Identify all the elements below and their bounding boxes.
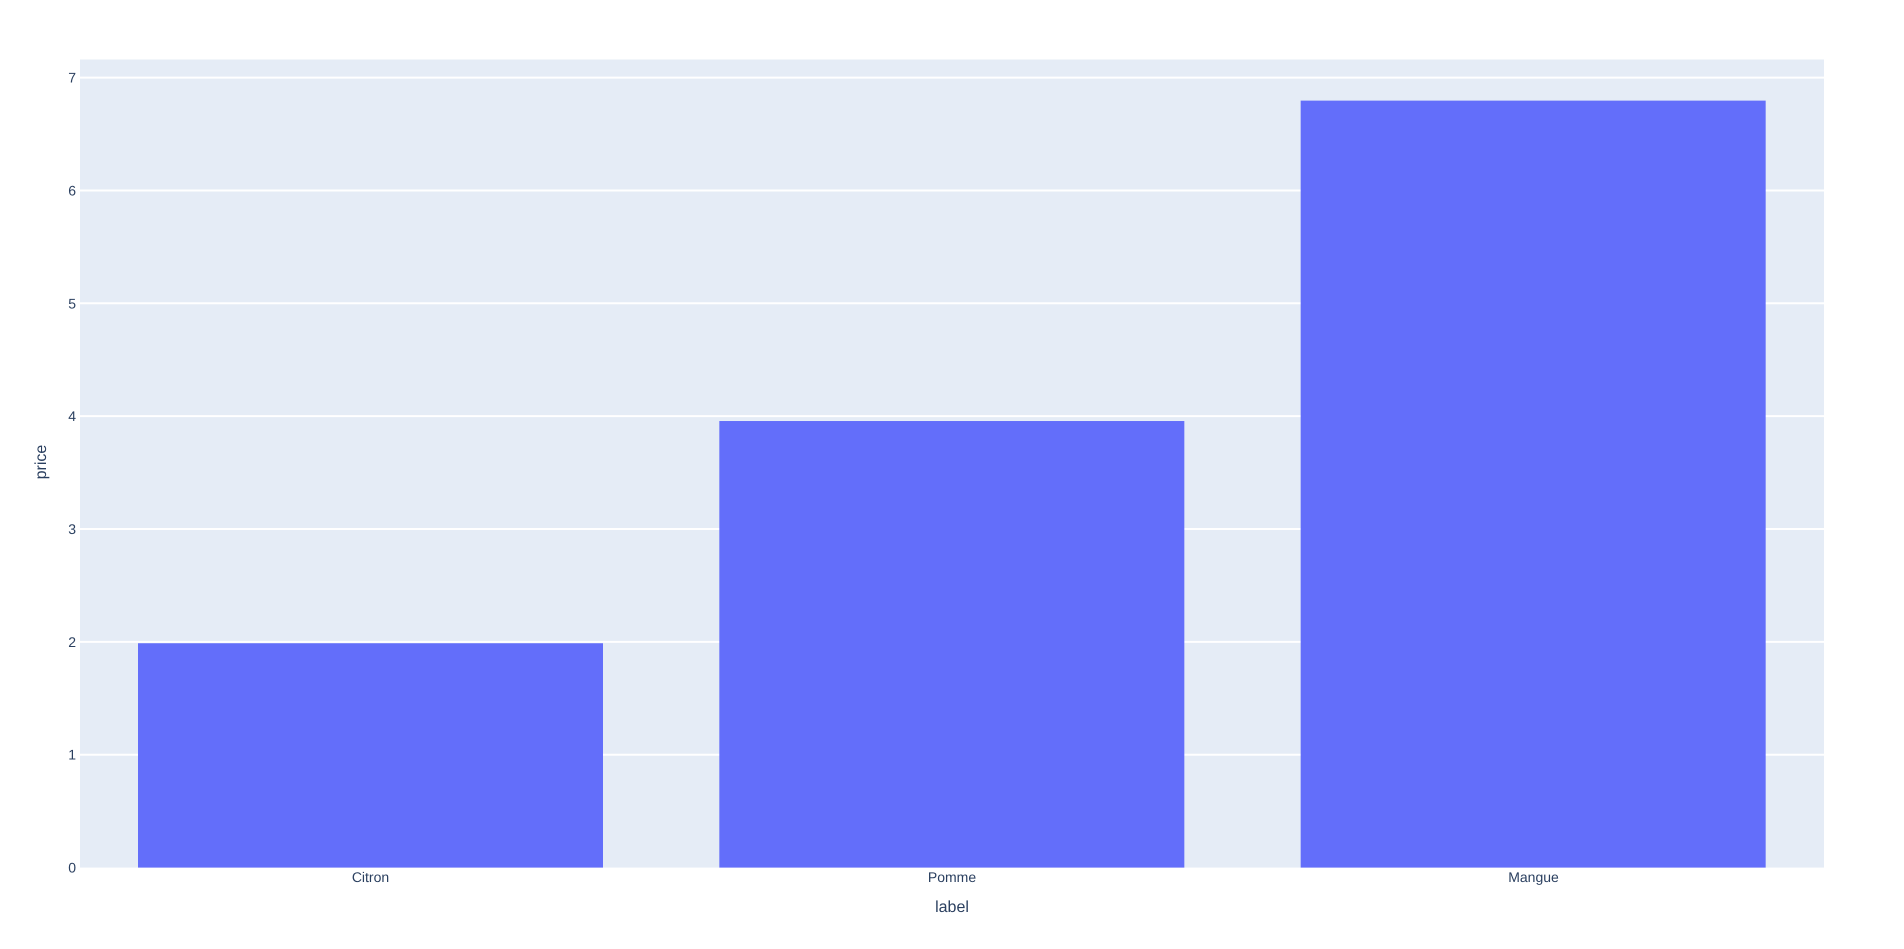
svg-text:0: 0 <box>68 860 76 876</box>
svg-text:Pomme: Pomme <box>928 869 976 885</box>
svg-text:1: 1 <box>68 747 76 763</box>
svg-text:2: 2 <box>68 634 76 650</box>
svg-text:6: 6 <box>68 182 76 198</box>
svg-text:Citron: Citron <box>352 869 389 885</box>
svg-text:price: price <box>33 445 50 480</box>
svg-text:7: 7 <box>68 70 76 86</box>
svg-text:5: 5 <box>68 295 76 311</box>
svg-text:3: 3 <box>68 521 76 537</box>
svg-text:Mangue: Mangue <box>1508 869 1559 885</box>
svg-text:label: label <box>935 899 969 916</box>
svg-text:4: 4 <box>68 408 76 424</box>
